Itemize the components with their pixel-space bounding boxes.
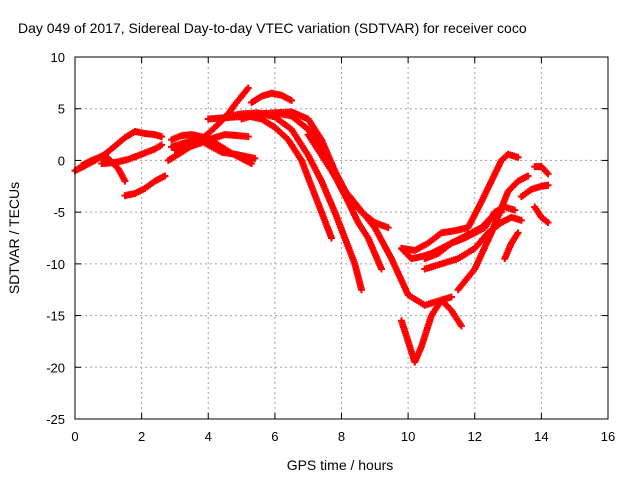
y-tick-label: 10 <box>51 50 65 65</box>
y-tick-labels: -25 -20 -15 -10 -5 0 5 10 <box>46 50 65 427</box>
x-tick-label: 16 <box>601 429 615 444</box>
series-s14 <box>304 131 465 330</box>
data-point <box>121 177 129 185</box>
series-s18 <box>397 150 522 254</box>
y-axis-label: SDTVAR / TECUs <box>6 182 22 294</box>
series-s23 <box>517 181 552 201</box>
data-point <box>517 216 525 224</box>
data-point <box>544 181 552 189</box>
series-s3 <box>121 172 169 200</box>
data-point <box>288 96 296 104</box>
x-tick-labels: 0 2 4 6 8 10 12 14 16 <box>71 429 615 444</box>
data-point <box>251 154 259 162</box>
data-point <box>328 234 336 242</box>
series-s20 <box>454 172 532 294</box>
y-tick-label: -5 <box>53 205 65 220</box>
series-s21 <box>501 229 522 263</box>
y-tick-label: -25 <box>46 412 65 427</box>
data-points <box>71 84 552 366</box>
series-s22 <box>531 163 552 178</box>
x-tick-label: 2 <box>138 429 145 444</box>
x-tick-label: 4 <box>205 429 212 444</box>
data-point <box>158 141 166 149</box>
series-s15 <box>397 293 455 366</box>
data-point <box>524 172 532 180</box>
axis-ticks <box>74 56 609 420</box>
y-tick-label: -10 <box>46 257 65 272</box>
y-tick-label: 0 <box>58 153 65 168</box>
data-point <box>457 322 465 330</box>
x-tick-label: 12 <box>468 429 482 444</box>
y-tick-label: -15 <box>46 309 65 324</box>
data-point <box>544 170 552 178</box>
data-point <box>248 160 256 168</box>
data-point <box>244 133 252 141</box>
x-tick-label: 6 <box>271 429 278 444</box>
data-point <box>514 229 522 237</box>
y-tick-label: -20 <box>46 360 65 375</box>
data-point <box>158 133 166 141</box>
x-tick-label: 10 <box>401 429 415 444</box>
data-point <box>544 218 552 226</box>
x-axis-label: GPS time / hours <box>287 457 394 473</box>
x-tick-label: 8 <box>338 429 345 444</box>
series-s12 <box>248 89 296 107</box>
data-point <box>357 286 365 294</box>
series-s4 <box>98 141 166 168</box>
y-tick-label: 5 <box>58 102 65 117</box>
data-point <box>511 206 519 214</box>
data-point <box>384 224 392 232</box>
x-tick-label: 14 <box>534 429 548 444</box>
data-point <box>514 153 522 161</box>
chart-title: Day 049 of 2017, Sidereal Day-to-day VTE… <box>18 20 527 36</box>
series-s8 <box>171 131 252 154</box>
data-point <box>377 265 385 273</box>
data-point <box>161 172 169 180</box>
x-tick-label: 0 <box>71 429 78 444</box>
series-s24 <box>531 203 552 226</box>
data-point <box>447 293 455 301</box>
series-s10 <box>221 109 365 294</box>
data-point <box>244 84 252 92</box>
